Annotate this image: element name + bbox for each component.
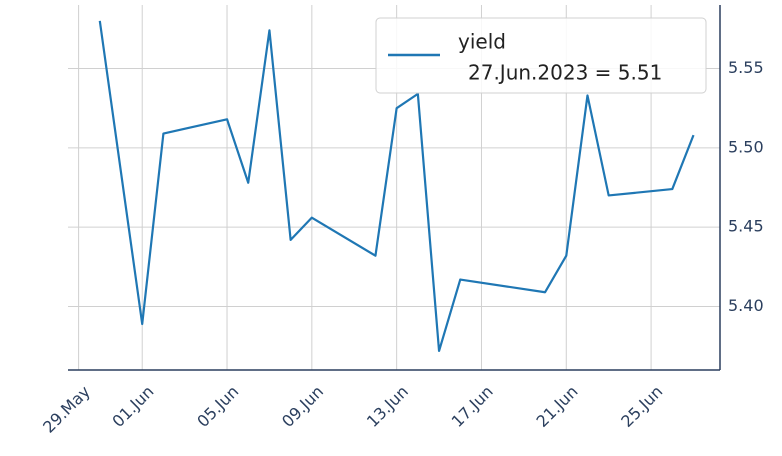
x-tick-label: 09.Jun: [278, 382, 327, 431]
legend-box: [375, 17, 707, 94]
x-tick-label: 21.Jun: [532, 382, 581, 431]
x-tick-label: 05.Jun: [193, 382, 242, 431]
legend: yield 27.Jun.2023 = 5.51: [375, 17, 707, 94]
y-tick-label: 5.55: [728, 58, 764, 77]
x-tick-label: 17.Jun: [448, 382, 497, 431]
x-tick-label: 25.Jun: [617, 382, 666, 431]
y-tick-label: 5.45: [728, 217, 764, 236]
x-tick-label: 13.Jun: [363, 382, 412, 431]
legend-note: 27.Jun.2023 = 5.51: [468, 61, 662, 85]
x-tick-label: 01.Jun: [108, 382, 157, 431]
legend-label: yield: [458, 30, 506, 54]
x-tick-label: 29.May: [39, 382, 94, 437]
line: [98, 20, 695, 353]
y-tick-label: 5.50: [728, 137, 764, 156]
y-tick-label: 5.40: [728, 296, 764, 315]
